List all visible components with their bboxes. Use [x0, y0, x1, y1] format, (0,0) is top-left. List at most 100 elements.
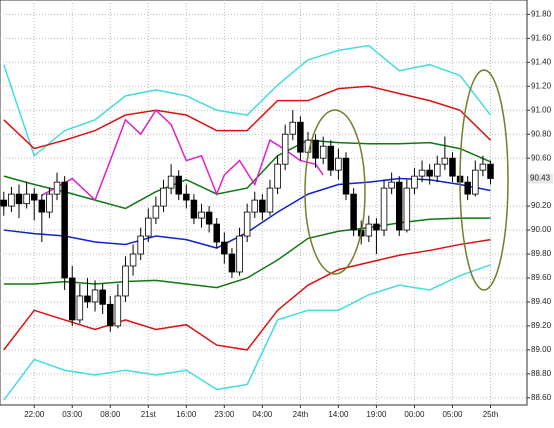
x-tick-label: 03:00 [62, 410, 83, 419]
candle-body [0, 199, 8, 207]
candle-body [99, 289, 106, 305]
candle-body [365, 223, 373, 237]
candle-body [479, 163, 487, 171]
candle-body [441, 157, 449, 165]
candle-body [46, 193, 53, 213]
candle-body [221, 241, 228, 255]
candle-body [198, 211, 205, 219]
y-tick-label: 90.80 [531, 129, 552, 138]
candle-body [289, 121, 297, 135]
candle-body [312, 139, 319, 159]
candle-body [236, 235, 243, 273]
y-tick-label: 91.60 [531, 33, 552, 42]
candle-body [68, 277, 76, 321]
candle-body [145, 217, 152, 237]
candle-body [464, 181, 471, 195]
y-tick-label: 89.80 [531, 249, 552, 258]
candle-body [380, 187, 388, 231]
x-tick-label: 04:00 [252, 410, 273, 419]
candle-body [8, 193, 15, 207]
y-tick-label: 91.00 [531, 105, 552, 114]
x-tick-label: 21st [141, 410, 157, 419]
candle-body [61, 181, 68, 279]
y-tick-label: 88.60 [531, 393, 552, 402]
candle-body [76, 295, 84, 321]
x-tick-label: 08:00 [100, 410, 121, 419]
candle-body [373, 223, 380, 231]
candle-body [350, 193, 357, 231]
candle-body [418, 169, 426, 177]
x-tick-label: 24th [293, 410, 309, 419]
candle-body [84, 295, 91, 303]
candle-body [129, 253, 137, 267]
candle-body [213, 223, 220, 243]
band-line [3, 264, 491, 401]
price-marker-label: 90.43 [530, 174, 551, 183]
candle-body [53, 181, 61, 195]
candle-body [15, 193, 23, 205]
x-tick-label: 22:00 [24, 410, 45, 419]
x-tick-label: 05:00 [442, 410, 463, 419]
candle-body [388, 181, 395, 189]
candle-body [395, 181, 403, 231]
candle-body [259, 199, 266, 213]
band-line [3, 85, 492, 150]
candle-body [167, 175, 175, 189]
y-tick-label: 89.40 [531, 297, 552, 306]
candle-body [175, 175, 182, 195]
candle-body [472, 169, 479, 195]
x-tick-label: 19:00 [366, 410, 387, 419]
candle-body [183, 193, 190, 201]
candle-body [297, 121, 304, 153]
x-tick-label: 25th [483, 410, 499, 419]
x-tick-label: 23:00 [214, 410, 235, 419]
candle-body [319, 145, 327, 159]
candle-body [23, 193, 30, 205]
y-tick-label: 90.00 [531, 225, 552, 234]
candle-body [434, 163, 441, 177]
candle-body [335, 157, 342, 171]
band-line [3, 44, 492, 158]
candle-body [38, 199, 46, 213]
y-tick-label: 91.20 [531, 81, 552, 90]
y-tick-label: 89.20 [531, 321, 552, 330]
candle-body [449, 157, 456, 177]
candle-body [190, 199, 198, 219]
y-tick-label: 89.00 [531, 345, 552, 354]
candle-body [107, 303, 114, 327]
candle-body [251, 199, 259, 213]
candle-body [137, 235, 144, 255]
candle-body [114, 295, 122, 327]
candle-body [243, 211, 251, 237]
candle-body [205, 211, 213, 225]
highlight-ellipse [304, 109, 366, 275]
candle-body [152, 205, 160, 219]
candle-body [274, 163, 281, 189]
candle-body [30, 193, 38, 201]
candle-body [342, 157, 350, 195]
y-tick-label: 90.20 [531, 201, 552, 210]
y-tick-label: 90.60 [531, 153, 552, 162]
candle-body [228, 253, 236, 273]
x-tick-label: 14:00 [328, 410, 349, 419]
band-line [3, 238, 491, 351]
candle-body [487, 163, 494, 179]
x-tick-label: 00:00 [404, 410, 425, 419]
candle-body [281, 133, 289, 165]
axes: 91.80 91.60 91.40 91.20 91.00 90.80 90.60 90.20… [24, 9, 553, 419]
candle-body [426, 169, 433, 177]
band-line [3, 139, 491, 210]
candle-body [160, 187, 167, 207]
candle-body [411, 175, 418, 189]
candle-body [327, 145, 335, 171]
y-tick-label: 88.80 [531, 369, 552, 378]
y-tick-label: 91.40 [531, 57, 552, 66]
price-marker-box [528, 173, 553, 184]
x-tick-label: 16:00 [176, 410, 197, 419]
candle-body [266, 187, 274, 213]
y-tick-label: 89.60 [531, 273, 552, 282]
highlight-ellipse [459, 69, 509, 291]
candle-body [122, 265, 129, 297]
y-tick-label: 91.80 [531, 9, 552, 18]
